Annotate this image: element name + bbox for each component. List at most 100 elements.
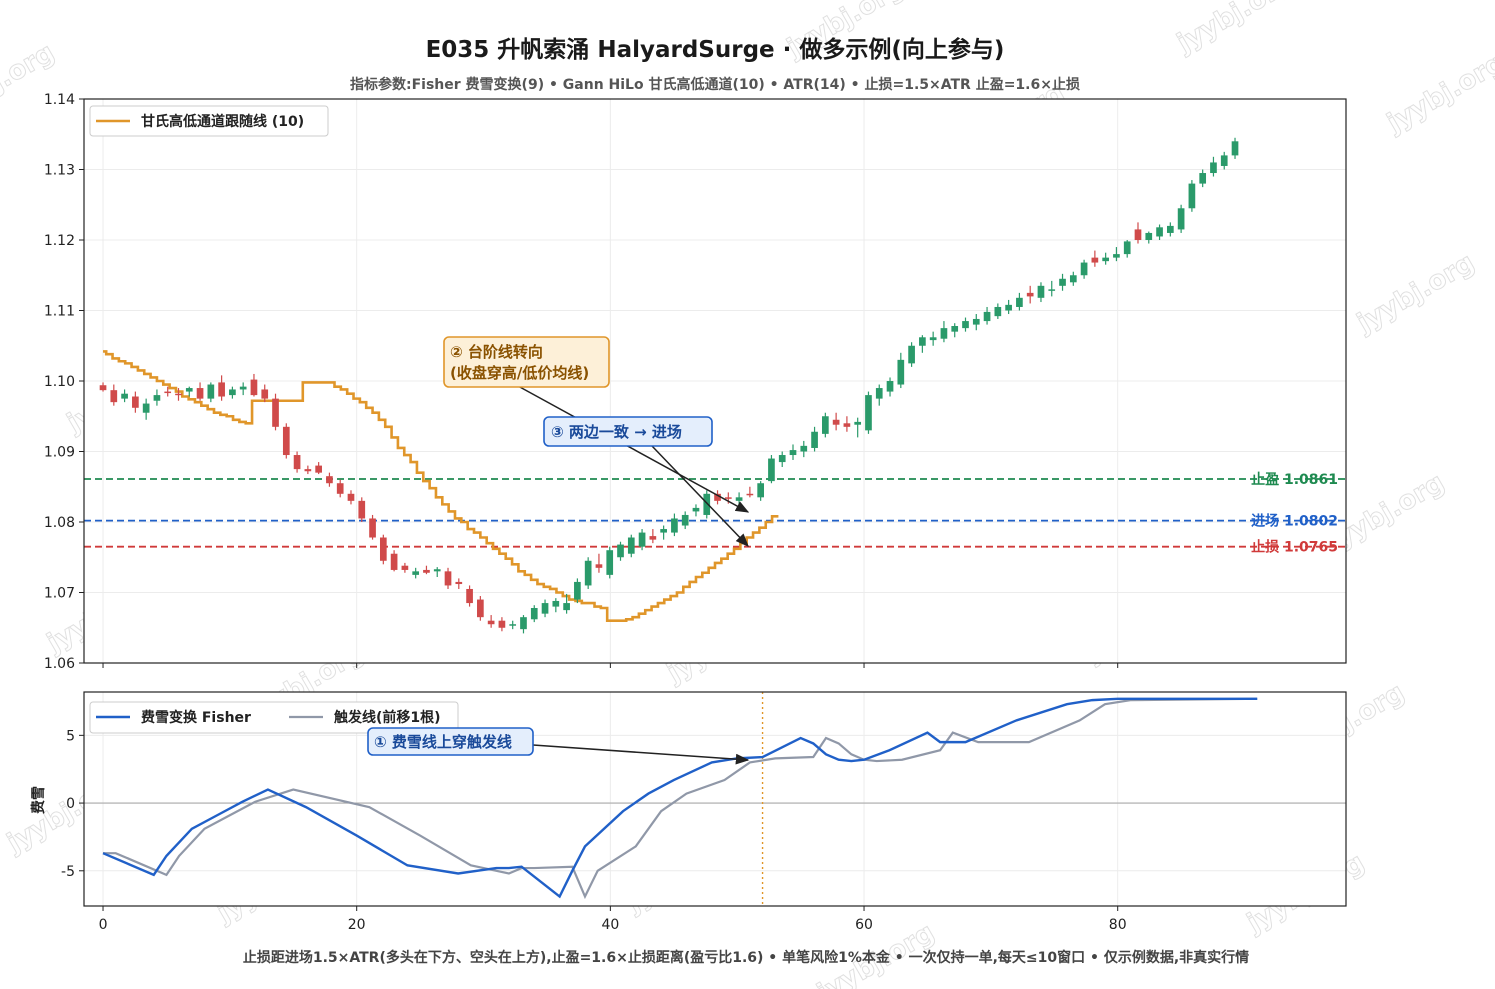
candle-body	[972, 318, 980, 325]
annotation-both-agree-text: ③ 两边一致 → 进场	[551, 423, 682, 441]
fisher-y-tick-label: 5	[66, 728, 75, 744]
annotation-step-turn-line1: ② 台阶线转向	[450, 343, 543, 361]
annotation-step-turn-box	[443, 336, 610, 388]
candle-body	[800, 445, 808, 452]
fisher-x-axis: 0 20 40 60 80	[99, 906, 1127, 933]
watermark-text: jyybj.org	[0, 38, 60, 129]
candle-body	[282, 426, 290, 456]
candle-body	[875, 388, 883, 399]
candle-body	[1166, 225, 1174, 233]
candle-body	[574, 581, 581, 600]
candle-body	[983, 311, 991, 322]
candle-body	[627, 537, 635, 554]
candle-body	[929, 337, 937, 341]
candle-body	[315, 465, 322, 473]
candle-body	[1123, 241, 1131, 255]
candle-body	[994, 306, 1002, 317]
candle-body	[487, 620, 495, 625]
candle-body	[99, 385, 107, 391]
candle-body	[369, 518, 376, 538]
annotation-step-turn-line2: (收盘穿高/低价均线)	[450, 364, 589, 382]
candle-body	[347, 493, 355, 501]
candle-body	[239, 386, 247, 390]
candle-body	[1080, 262, 1088, 276]
candle-body	[455, 581, 463, 585]
fisher-x-tick-label: 40	[601, 917, 619, 933]
legend-gann-label: 甘氏高低通道跟随线 (10)	[141, 113, 304, 130]
candle-body	[1059, 278, 1066, 286]
candle-body	[692, 507, 700, 512]
price-y-tick-label: 1.12	[44, 233, 75, 249]
level-labels: 止盈 1.0861 进场 1.0802 止损 1.0765	[1251, 471, 1338, 556]
candle-body	[940, 328, 948, 339]
price-legend-box	[89, 105, 329, 137]
chart-footnote: 止损距进场1.5×ATR(多头在下方、空头在上方),止盈=1.6×止损距离(盈亏…	[243, 949, 1249, 966]
chart-title: E035 升帆索涌 HalyardSurge · 做多示例(向上参与)	[426, 36, 1005, 63]
candle-body	[142, 403, 150, 413]
candle-body	[703, 493, 711, 515]
price-y-tick-label: 1.10	[44, 374, 75, 390]
fisher-x-tick-label: 60	[855, 917, 873, 933]
candle-body	[250, 379, 258, 396]
candle-body	[757, 483, 765, 498]
candlesticks	[99, 137, 1239, 634]
level-label-止盈: 止盈 1.0861	[1251, 471, 1338, 488]
price-x-ticks	[102, 663, 1119, 668]
candle-body	[358, 500, 366, 519]
candle-body	[207, 384, 215, 399]
candle-body	[477, 599, 484, 618]
candle-body	[649, 536, 657, 540]
candle-body	[218, 382, 225, 397]
candle-body	[444, 571, 452, 586]
fisher-y-tick-label: 0	[66, 796, 75, 812]
fisher-legend-box	[89, 701, 459, 734]
price-y-axis: 1.06 1.07 1.08 1.09 1.10 1.11 1.12 1.13 1.14	[44, 92, 84, 672]
candle-body	[638, 532, 646, 547]
price-y-tick-label: 1.08	[44, 515, 75, 531]
legend-fisher-label: 费雪变换 Fisher	[141, 709, 251, 726]
candle-body	[110, 390, 118, 403]
candle-body	[1026, 292, 1034, 297]
candle-body	[379, 537, 387, 561]
candle-body	[401, 565, 409, 570]
candle-body	[423, 569, 430, 573]
candle-body	[843, 423, 851, 427]
price-y-tick-label: 1.06	[44, 656, 75, 672]
price-y-tick-label: 1.09	[44, 445, 75, 461]
candle-body	[530, 608, 538, 620]
level-label-止损: 止损 1.0765	[1251, 539, 1338, 556]
candle-body	[1210, 162, 1217, 174]
chart-subtitle: 指标参数:Fisher 费雪变换(9) • Gann HiLo 甘氏高低通道(1…	[350, 76, 1080, 93]
candle-body	[390, 553, 398, 570]
price-y-tick-label: 1.07	[44, 586, 75, 602]
candle-body	[617, 544, 624, 558]
fisher-panel: -505 0 20 40 60 80 费雪 费雪变换 Fisher 触发线(前移1根) …	[30, 691, 1347, 933]
candle-body	[196, 388, 204, 399]
candle-body	[304, 469, 312, 472]
candle-body	[1037, 285, 1045, 298]
candle-body	[832, 419, 840, 425]
candle-body	[229, 389, 236, 396]
candle-body	[185, 388, 193, 392]
candle-body	[1134, 229, 1142, 240]
price-panel: 1.06 1.07 1.08 1.09 1.10 1.11 1.12 1.13 1.14 止盈 …	[44, 92, 1347, 672]
price-y-tick-label: 1.14	[44, 92, 75, 108]
candle-body	[908, 345, 915, 364]
candle-body	[336, 483, 344, 494]
candle-body	[1188, 183, 1196, 209]
candle-body	[1102, 257, 1109, 262]
candle-body	[541, 603, 549, 614]
gann-hilo-line	[103, 350, 779, 622]
legend-trigger-label: 触发线(前移1根)	[333, 709, 441, 726]
candle-body	[1177, 208, 1185, 230]
candle-body	[811, 431, 818, 448]
candle-body	[1156, 227, 1163, 237]
annotation-both-agree-arrow	[651, 445, 749, 547]
candle-body	[1113, 254, 1120, 258]
candle-body	[822, 416, 829, 434]
fisher-legend: 费雪变换 Fisher 触发线(前移1根)	[89, 701, 459, 734]
annotation-fisher-cross-arrow	[532, 744, 750, 765]
candle-body	[724, 497, 732, 499]
fisher-y-label: 费雪	[30, 786, 47, 814]
candle-body	[595, 564, 603, 568]
